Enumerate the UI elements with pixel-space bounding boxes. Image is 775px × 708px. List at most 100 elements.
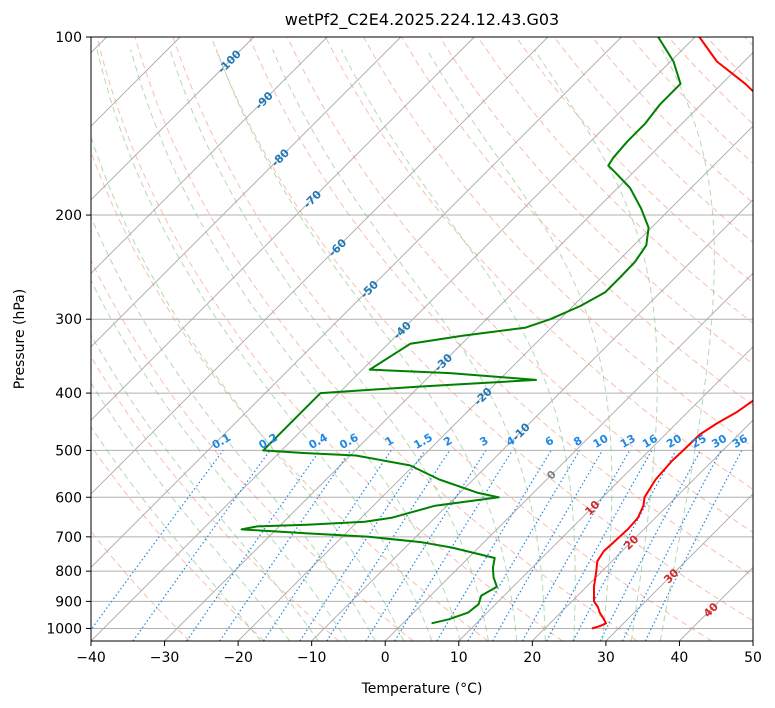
isotherm-line	[91, 37, 328, 274]
x-axis-ticks: −40 −30 −20 −10 0 10 20 30 40 50	[76, 641, 762, 666]
mixing-ratio-line	[546, 450, 653, 641]
mixing-ratio-line	[326, 450, 451, 641]
mixing-ratio-label: 3	[478, 434, 491, 449]
mixing-ratio-line	[219, 450, 352, 641]
y-tick-label: 800	[55, 564, 82, 580]
dry-adiabat-line	[668, 37, 753, 125]
isotherm-label: 40	[701, 600, 721, 620]
isotherm-grid	[91, 37, 753, 641]
isotherm-line	[752, 640, 753, 641]
dry-adiabat-line	[553, 37, 753, 244]
isotherm-line	[237, 125, 753, 641]
temperature-line	[591, 37, 753, 630]
mixing-ratio-label: 30	[709, 432, 729, 451]
moist-adiabat-line	[426, 49, 613, 641]
moist-adiabat-line	[91, 381, 291, 641]
y-tick-label: 600	[55, 490, 82, 506]
isobar-grid	[91, 37, 753, 629]
moist-adiabat-line	[216, 49, 518, 641]
y-tick-label: 500	[55, 443, 82, 459]
dry-adiabat-line	[91, 355, 340, 641]
mixing-ratio-label: 8	[571, 434, 584, 449]
mixing-ratio-line	[186, 450, 321, 641]
dry-adiabat-line	[325, 37, 753, 490]
x-tick-label: 20	[523, 650, 541, 666]
dry-adiabat-line	[172, 37, 713, 641]
isotherm-label: 10	[582, 498, 602, 518]
mixing-ratio-label: 20	[664, 432, 684, 451]
isotherm-label: 30	[661, 566, 681, 586]
moist-adiabat-line	[91, 333, 319, 641]
y-tick-label: 200	[55, 208, 82, 224]
isotherm-line	[91, 37, 549, 495]
y-tick-label: 700	[55, 530, 82, 546]
moist-adiabat-line	[130, 49, 461, 641]
y-tick-label: 1000	[46, 621, 82, 637]
dry-adiabat-line	[515, 37, 753, 284]
mixing-ratio-label: 16	[640, 432, 660, 451]
y-tick-label: 300	[55, 312, 82, 328]
dry-adiabat-line	[591, 37, 753, 204]
y-tick-label: 900	[55, 594, 82, 610]
x-tick-label: −40	[76, 650, 106, 666]
isotherm-line	[91, 37, 402, 348]
isotherm-label: -90	[253, 89, 276, 112]
dry-adiabat-line	[91, 150, 489, 641]
isotherm-line	[679, 566, 753, 641]
y-axis-label: Pressure (hPa)	[12, 289, 28, 389]
mixing-ratio-label: 0.1	[210, 431, 233, 452]
profile-lines	[240, 37, 753, 630]
dry-adiabat-line	[744, 37, 753, 47]
mixing-ratio-line	[262, 450, 392, 641]
isotherm-line	[311, 199, 753, 641]
isotherm-line	[91, 37, 622, 569]
mixing-ratio-line	[644, 450, 743, 641]
mixing-ratio-label: 10	[591, 432, 611, 451]
dry-adiabats	[91, 37, 753, 641]
x-tick-label: 40	[671, 650, 689, 666]
moist-adiabat-line	[91, 279, 348, 641]
x-axis-label: Temperature (°C)	[361, 681, 483, 697]
mixing-ratio-label: 1	[383, 434, 396, 449]
moist-adiabats	[91, 49, 715, 641]
mixing-ratio-label: 6	[543, 434, 556, 449]
x-tick-label: −20	[223, 650, 253, 666]
y-tick-label: 100	[55, 30, 82, 46]
moist-adiabat-line	[272, 49, 546, 641]
isotherm-line	[91, 37, 696, 641]
mixing-ratio-line	[436, 450, 552, 641]
isotherm-line	[605, 493, 753, 641]
isotherm-label: -20	[472, 385, 495, 408]
mixing-ratio-line	[521, 450, 631, 641]
mixing-ratio-label: 0.4	[306, 431, 330, 452]
x-tick-label: 50	[744, 650, 762, 666]
isotherm-line	[384, 272, 753, 641]
isotherm-label: -100	[215, 47, 244, 76]
dry-adiabat-line	[91, 444, 265, 641]
mixing-ratio-line	[572, 450, 677, 641]
mixing-ratio-line	[599, 450, 702, 641]
x-tick-label: −10	[297, 650, 327, 666]
dry-adiabat-line	[248, 37, 753, 577]
dry-adiabat-line	[91, 530, 191, 641]
moist-adiabat-line	[91, 425, 262, 641]
isotherm-label: -60	[326, 236, 349, 259]
mixing-ratio-lines	[91, 450, 743, 641]
moist-adiabat-line	[533, 49, 658, 641]
chart-title: wetPf2_C2E4.2025.224.12.43.G03	[285, 10, 559, 30]
dry-adiabat-line	[286, 37, 753, 534]
dewpoint-line	[240, 37, 682, 625]
isotherm-label: -40	[391, 319, 414, 342]
isotherm-line	[458, 346, 753, 641]
isotherm-line	[164, 51, 753, 641]
isotherm-line	[91, 37, 475, 421]
mixing-ratio-line	[132, 450, 271, 641]
dry-adiabat-line	[706, 37, 753, 86]
dry-adiabat-line	[210, 37, 753, 622]
dry-adiabat-line	[96, 37, 563, 641]
y-tick-label: 400	[55, 386, 82, 402]
moist-adiabat-line	[91, 135, 405, 641]
isotherm-label: -50	[358, 278, 381, 301]
